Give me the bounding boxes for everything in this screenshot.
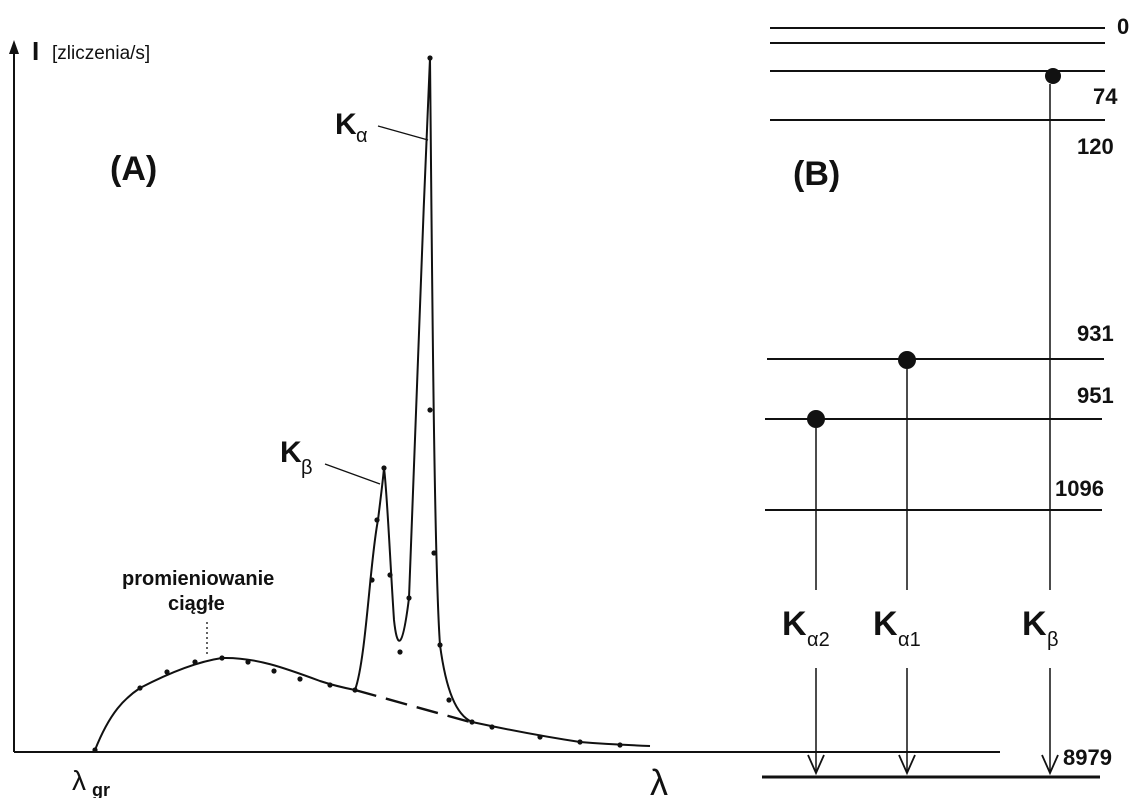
transition-kbeta-main: K [1022,605,1047,643]
data-point [297,676,303,682]
panel-b-label: (B) [793,155,840,193]
level-value-951: 951 [1077,383,1114,408]
level-value-1096: 1096 [1055,476,1104,501]
continuum-dashed-baseline [354,688,471,724]
peak-alpha-main: K [335,108,357,141]
data-point [397,649,403,655]
level-value-120: 120 [1077,134,1114,159]
data-point [537,734,543,740]
panel-b: (B) 0 74 120 931 951 1096 8979 [762,14,1129,779]
transition-kalpha2-sub: α2 [807,629,830,651]
transition-label-kbeta: K β [1022,605,1059,651]
data-point [437,642,443,648]
peak-alpha-sub: α [356,125,368,147]
data-point [374,517,380,523]
y-axis-unit: [zliczenia/s] [52,43,150,64]
data-point [381,465,387,471]
data-point [137,685,143,691]
arrowhead-icon [898,754,916,776]
y-axis-arrow-icon [9,40,19,54]
data-point [164,669,170,675]
data-point [271,668,277,674]
level-value-8979: 8979 [1063,745,1112,770]
threshold-subscript: gr [92,780,110,798]
data-point [469,719,475,725]
level-value-74: 74 [1093,84,1118,109]
electron-dot [1045,68,1061,84]
data-point [327,682,333,688]
peak-alpha-leader-line [377,125,429,141]
data-point [352,687,358,693]
data-point [617,742,623,748]
data-point [489,724,495,730]
transition-kbeta-sub: β [1047,629,1059,651]
x-axis-symbol: λ [650,762,668,798]
transition-label-kalpha1: K α1 [873,605,921,651]
transition-kalpha1-sub: α1 [898,629,921,651]
transition-kalpha2-main: K [782,605,807,643]
data-point [387,572,393,578]
data-point [577,739,583,745]
data-points [92,55,623,753]
continuum-label-line2: ciągłe [168,593,225,615]
panel-a: I [zliczenia/s] (A) λ λ gr [9,36,1000,798]
transition-kalpha1-main: K [873,605,898,643]
peak-beta-sub: β [301,457,313,479]
peak-beta-label: K β [280,436,313,479]
peaks-curve [354,57,651,747]
peak-beta-main: K [280,436,302,469]
peak-alpha-label: K α [335,108,368,147]
data-point [446,697,452,703]
peak-beta-leader-line [324,463,381,485]
transition-label-kalpha2: K α2 [782,605,830,651]
level-value-931: 931 [1077,321,1114,346]
continuum-label-line1: promieniowanie [122,568,274,590]
data-point [431,550,437,556]
electron-dot [807,410,825,428]
threshold-label: λ gr [72,765,110,798]
data-point [427,407,433,413]
data-point [369,577,375,583]
threshold-symbol: λ [72,765,86,796]
electron-dot [898,351,916,369]
panel-a-label: (A) [110,150,157,188]
data-point [219,655,225,661]
level-value-0: 0 [1117,14,1129,39]
continuum-curve [94,656,356,751]
data-point [406,595,412,601]
arrowhead-icon [807,754,825,776]
y-axis-symbol: I [32,36,39,66]
arrowhead-icon [1041,754,1059,776]
data-point [192,659,198,665]
data-point [427,55,433,61]
data-point [245,659,251,665]
data-point [92,747,98,753]
